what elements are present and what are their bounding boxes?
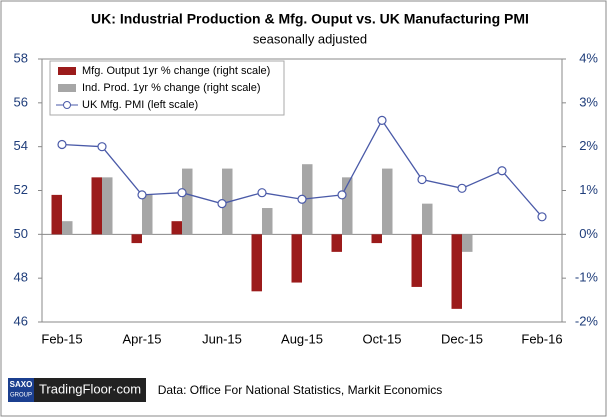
- logo-group: GROUP: [10, 393, 32, 399]
- bar: [422, 203, 433, 235]
- source-note: Data: Office For National Statistics, Ma…: [158, 383, 443, 397]
- chart-subtitle: seasonally adjusted: [253, 31, 367, 46]
- y2-tick-label: 1%: [579, 182, 598, 197]
- x-tick-label: Dec-15: [441, 331, 483, 346]
- y-tick-label: 58: [14, 50, 28, 65]
- bar: [142, 194, 153, 235]
- bar: [222, 168, 233, 235]
- line-point: [257, 188, 267, 198]
- line-point: [537, 212, 547, 222]
- line-point: [337, 190, 347, 200]
- y2-tick-label: 2%: [579, 138, 598, 153]
- line-point: [97, 142, 107, 152]
- line-point: [137, 190, 147, 200]
- logo-brand: SAXO: [10, 380, 33, 389]
- bar: [331, 234, 342, 252]
- bar: [182, 168, 193, 235]
- bar: [411, 234, 422, 287]
- x-tick-label: Aug-15: [281, 331, 323, 346]
- line-point: [297, 194, 307, 204]
- bar: [62, 221, 73, 235]
- legend-box: [49, 60, 285, 116]
- y2-tick-label: 0%: [579, 226, 598, 241]
- line-point: [417, 174, 427, 185]
- legend-label: UK Mfg. PMI (left scale): [82, 99, 198, 111]
- legend-swatch: [58, 84, 76, 92]
- bar: [91, 177, 102, 235]
- logo-site: TradingFloor·com: [39, 381, 141, 396]
- line-point: [377, 115, 387, 125]
- x-tick-label: Oct-15: [362, 331, 401, 346]
- logo-badge: [8, 378, 34, 402]
- y2-tick-label: 3%: [579, 94, 598, 109]
- bar: [171, 221, 182, 235]
- line-point: [457, 183, 467, 193]
- y-tick-label: 48: [14, 270, 28, 285]
- x-tick-label: Jun-15: [202, 331, 242, 346]
- x-tick-label: Feb-16: [521, 331, 562, 346]
- y-tick-label: 56: [14, 94, 28, 109]
- line-point: [177, 188, 187, 198]
- y-tick-label: 46: [14, 313, 28, 328]
- y2-tick-label: 4%: [579, 50, 598, 65]
- legend-marker: [63, 101, 71, 109]
- line-point: [57, 139, 67, 150]
- bar: [102, 177, 113, 235]
- x-tick-label: Feb-15: [41, 331, 82, 346]
- y2-tick-label: -2%: [575, 313, 599, 328]
- logo-bar: [34, 378, 146, 402]
- bar: [382, 168, 393, 235]
- y-tick-label: 52: [14, 182, 28, 197]
- chart-title: UK: Industrial Production & Mfg. Ouput v…: [91, 11, 529, 27]
- bar: [462, 234, 473, 252]
- bar: [131, 234, 142, 244]
- y-tick-label: 54: [14, 138, 28, 153]
- x-tick-label: Apr-15: [122, 331, 161, 346]
- bar: [342, 177, 353, 235]
- bar: [291, 234, 302, 283]
- legend-label: Ind. Prod. 1yr % change (right scale): [82, 82, 261, 94]
- legend-swatch: [58, 67, 76, 75]
- bar: [251, 234, 262, 292]
- line-point: [497, 166, 507, 176]
- line-point: [217, 199, 227, 209]
- y2-tick-label: -1%: [575, 270, 599, 285]
- y-tick-label: 50: [14, 226, 28, 241]
- bar: [451, 234, 462, 309]
- legend-label: Mfg. Output 1yr % change (right scale): [82, 65, 270, 77]
- bar: [371, 234, 382, 244]
- bar: [51, 194, 62, 235]
- bar: [262, 208, 273, 235]
